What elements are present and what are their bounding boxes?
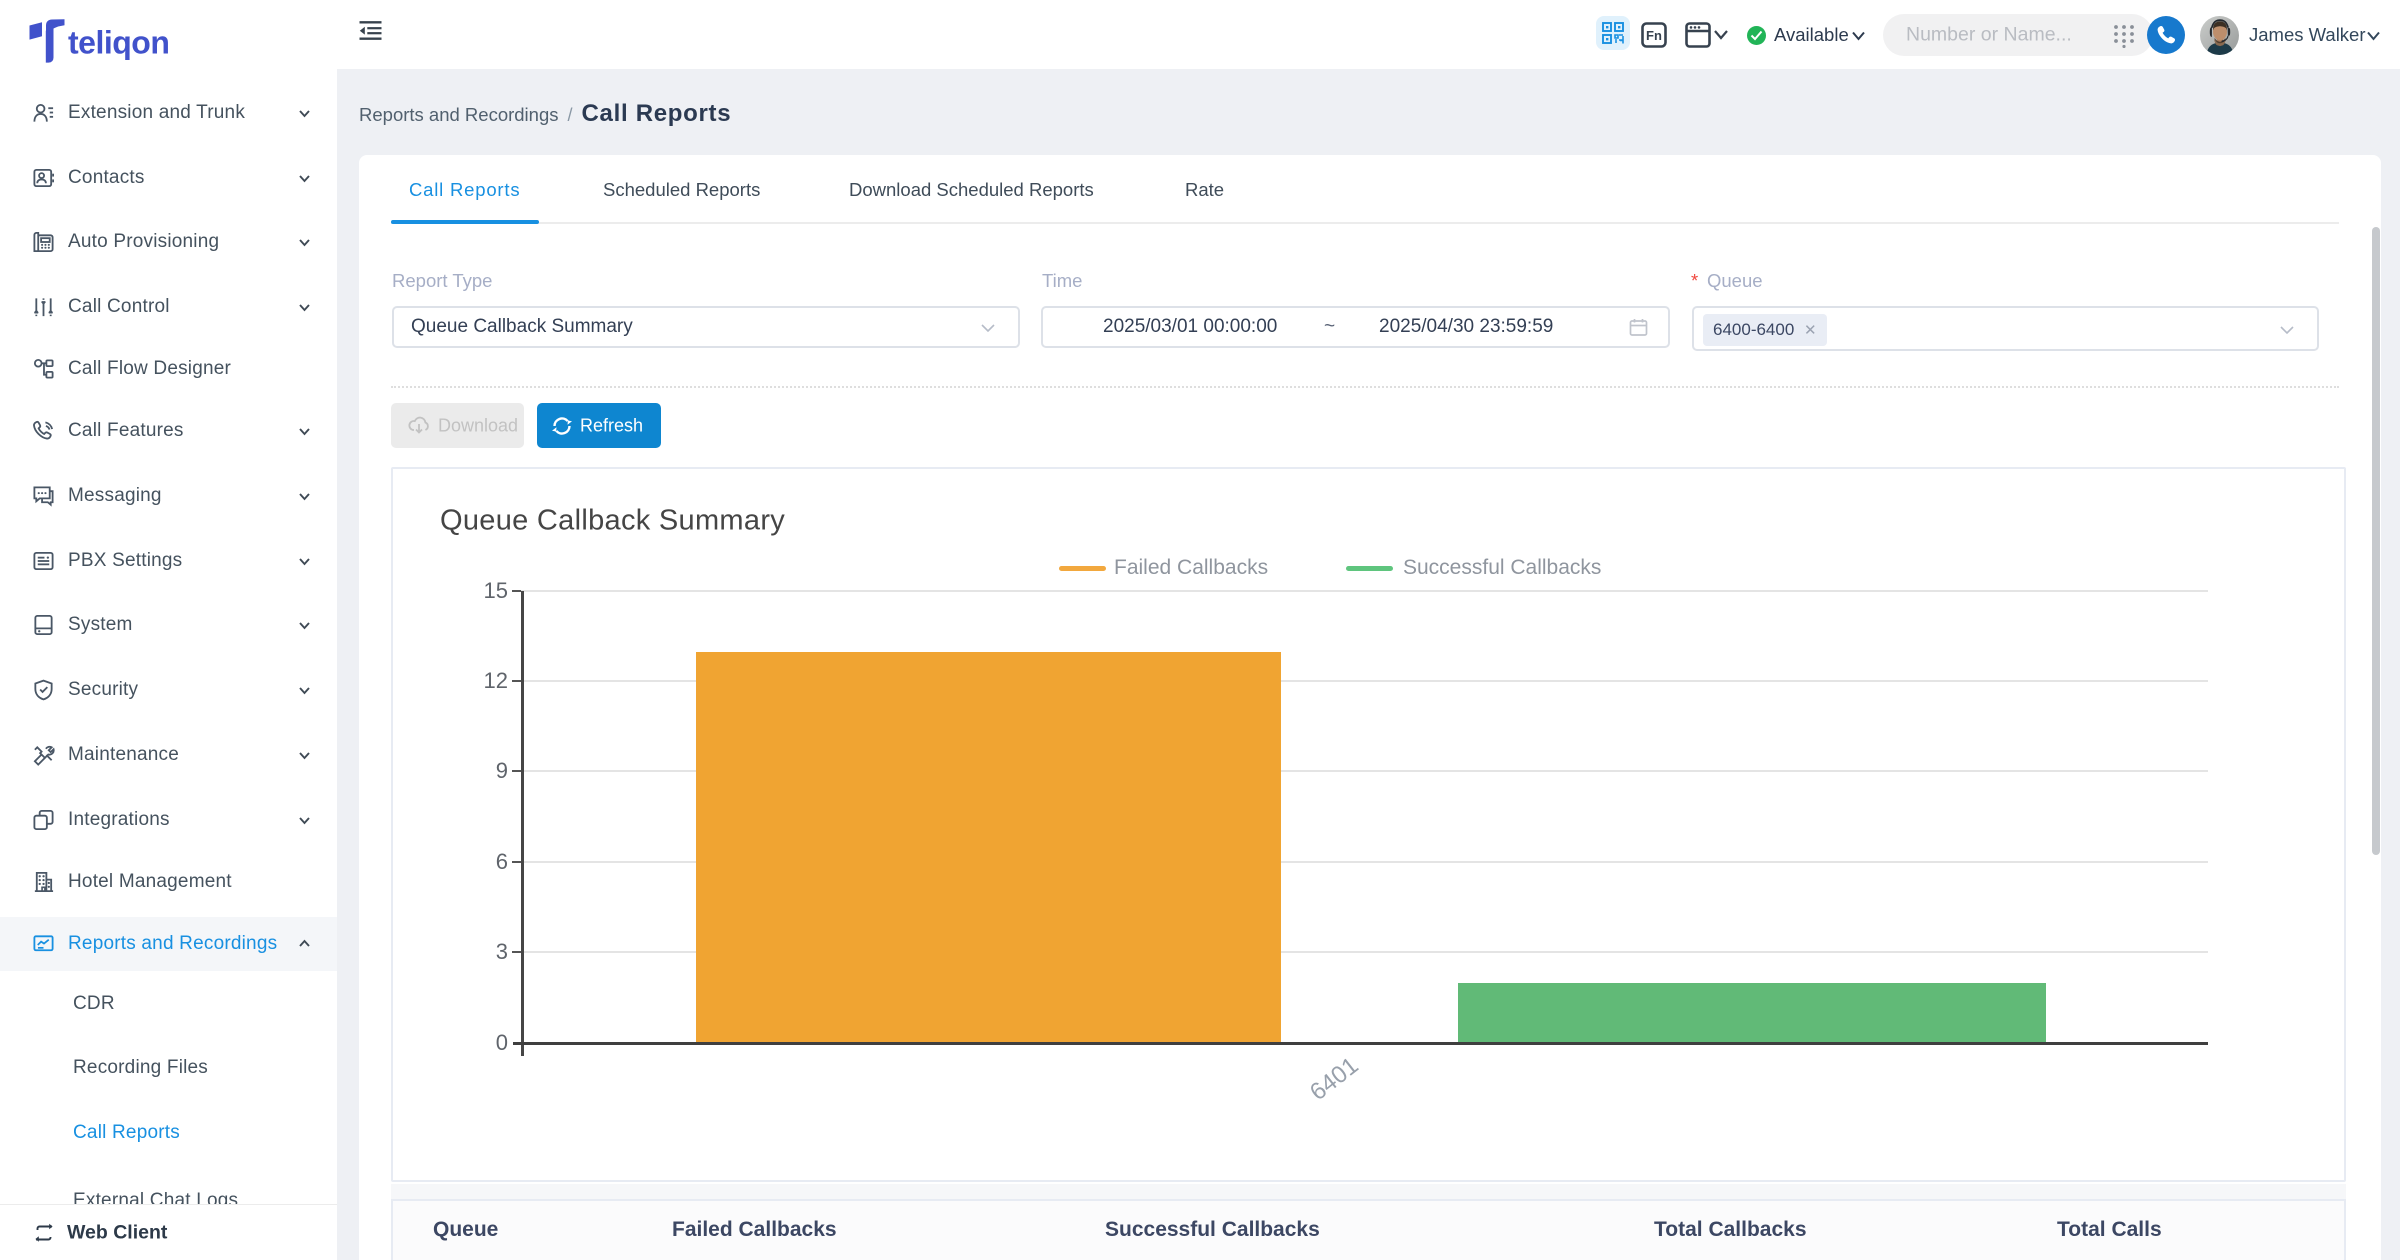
svg-text:Fn: Fn — [1646, 28, 1662, 43]
